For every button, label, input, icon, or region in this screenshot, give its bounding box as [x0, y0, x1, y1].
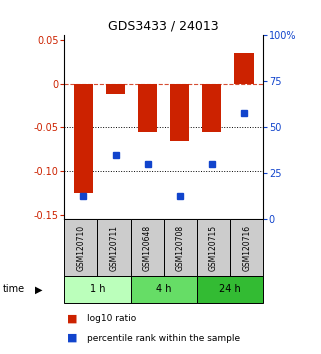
Text: ■: ■	[67, 333, 78, 343]
Bar	[170, 84, 189, 141]
Title: GDS3433 / 24013: GDS3433 / 24013	[108, 20, 219, 33]
Bar	[106, 84, 125, 94]
Text: GSM120708: GSM120708	[176, 225, 185, 271]
Text: GSM120716: GSM120716	[242, 225, 251, 271]
Bar	[234, 53, 254, 84]
Text: 1 h: 1 h	[90, 284, 105, 295]
Text: percentile rank within the sample: percentile rank within the sample	[87, 333, 240, 343]
Text: GSM120711: GSM120711	[109, 225, 118, 271]
Text: 24 h: 24 h	[219, 284, 241, 295]
Bar	[138, 84, 157, 132]
Text: GSM120715: GSM120715	[209, 225, 218, 271]
Text: time: time	[3, 284, 25, 295]
Bar	[74, 84, 93, 193]
Text: ▶: ▶	[35, 284, 42, 295]
Text: GSM120710: GSM120710	[76, 225, 85, 271]
Text: 4 h: 4 h	[156, 284, 171, 295]
Text: GSM120648: GSM120648	[143, 225, 152, 271]
Bar	[202, 84, 221, 132]
Text: ■: ■	[67, 314, 78, 324]
Text: log10 ratio: log10 ratio	[87, 314, 136, 323]
